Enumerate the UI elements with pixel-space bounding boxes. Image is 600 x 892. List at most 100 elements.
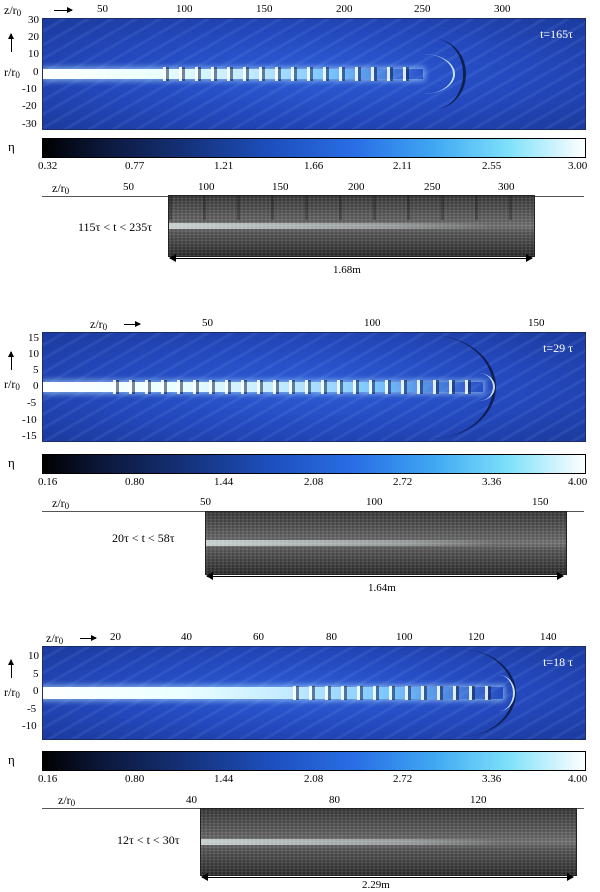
r-tick: 0 — [33, 685, 39, 697]
r-tick: -20 — [22, 100, 37, 112]
r-axis-label: r/r0 — [4, 685, 20, 700]
z-arrow-icon — [80, 635, 97, 641]
colorbar-tick: 0.32 — [38, 160, 58, 172]
r-tick: 30 — [28, 14, 39, 26]
z-tick: 20 — [110, 631, 121, 643]
experiment-photo — [205, 511, 567, 575]
simulation-density-map: t=165τ — [42, 18, 586, 130]
simulation-density-map: t=29 τ — [42, 332, 586, 442]
colorbar-tick: 2.72 — [393, 773, 413, 785]
colorbar-tick: 2.72 — [393, 476, 413, 488]
z-arrow-icon — [54, 7, 73, 13]
colorbar-tick: 1.44 — [214, 476, 234, 488]
z-tick: 100 — [364, 317, 381, 329]
scale-label: 1.68m — [333, 264, 361, 276]
r-tick: 10 — [28, 348, 39, 360]
colorbar — [42, 138, 586, 158]
scale-bar — [169, 254, 533, 262]
z-tick: 120 — [468, 631, 485, 643]
z-tick: 150 — [256, 3, 273, 15]
colorbar-tick: 0.80 — [125, 476, 145, 488]
jet-knots — [153, 67, 413, 81]
z-tick: 100 — [176, 3, 193, 15]
z-tick: 40 — [181, 631, 192, 643]
colorbar-tick: 3.36 — [482, 773, 502, 785]
colorbar-tick: 3.36 — [482, 476, 502, 488]
colorbar — [42, 751, 586, 771]
r-tick: -10 — [22, 414, 37, 426]
z-arrow-icon — [124, 321, 141, 327]
z-tick: 80 — [326, 631, 337, 643]
experiment-photo — [200, 808, 577, 876]
exp-z-tick: 50 — [200, 496, 211, 508]
colorbar-tick: 2.55 — [482, 160, 502, 172]
experiment-photo — [168, 195, 535, 257]
colorbar-tick: 1.66 — [304, 160, 324, 172]
exp-z-tick: 300 — [498, 181, 515, 193]
exp-time-range: 12τ < t < 30τ — [117, 833, 180, 847]
exp-time-range: 20τ < t < 58τ — [112, 531, 175, 545]
r-tick: -10 — [22, 720, 37, 732]
z-axis-label: z/r0 — [4, 3, 22, 18]
z-tick: 60 — [253, 631, 264, 643]
scale-bar — [206, 572, 564, 580]
r-tick: -30 — [22, 118, 37, 130]
simulation-density-map: t=18 τ — [42, 646, 586, 740]
colorbar-tick: 4.00 — [568, 476, 588, 488]
bow-shock-glow — [393, 54, 455, 94]
scale-label: 1.64m — [368, 582, 396, 594]
exp-z-axis-label: z/r0 — [52, 181, 70, 196]
colorbar — [42, 454, 586, 474]
r-tick: 5 — [33, 668, 39, 680]
z-tick: 50 — [202, 317, 213, 329]
exp-z-tick: 100 — [198, 181, 215, 193]
scale-bar — [201, 873, 574, 881]
r-tick: 0 — [33, 380, 39, 392]
colorbar-tick: 3.00 — [568, 160, 588, 172]
z-tick: 200 — [336, 3, 353, 15]
exp-z-tick: 100 — [366, 496, 383, 508]
bow-shock-glow — [483, 675, 515, 711]
r-tick: 20 — [28, 31, 39, 43]
exp-z-tick: 150 — [532, 496, 549, 508]
z-tick: 250 — [414, 3, 431, 15]
r-arrow-icon — [8, 33, 14, 52]
colorbar-tick: 0.16 — [38, 773, 58, 785]
exp-z-tick: 80 — [329, 794, 340, 806]
exp-z-tick: 150 — [272, 181, 289, 193]
time-label: t=29 τ — [543, 341, 573, 355]
z-axis-label: z/r0 — [46, 631, 64, 646]
eta-label: η — [8, 139, 15, 154]
time-label: t=165τ — [540, 27, 573, 41]
z-tick: 50 — [97, 3, 108, 15]
exp-z-tick: 40 — [186, 794, 197, 806]
scale-label: 2.29m — [362, 879, 390, 891]
exp-z-tick: 250 — [424, 181, 441, 193]
exp-z-axis-label: z/r0 — [58, 793, 76, 808]
colorbar-tick: 0.80 — [125, 773, 145, 785]
exp-z-tick: 200 — [348, 181, 365, 193]
r-tick: -5 — [27, 703, 37, 715]
r-arrow-icon — [8, 351, 14, 370]
exp-z-tick: 120 — [470, 794, 487, 806]
eta-label: η — [8, 455, 15, 470]
r-tick: 0 — [33, 66, 39, 78]
z-axis-label: z/r0 — [90, 317, 108, 332]
r-tick: -15 — [22, 430, 37, 442]
r-axis-label: r/r0 — [4, 65, 20, 80]
r-tick: 10 — [28, 48, 39, 60]
r-tick: -10 — [22, 83, 37, 95]
exp-z-axis-label: z/r0 — [52, 496, 70, 511]
colorbar-tick: 2.08 — [304, 476, 324, 488]
exp-z-tick: 50 — [123, 181, 134, 193]
bow-shock-glow — [463, 373, 495, 401]
z-tick: 100 — [396, 631, 413, 643]
z-tick: 150 — [528, 317, 545, 329]
colorbar-tick: 2.11 — [393, 160, 412, 172]
colorbar-tick: 4.00 — [568, 773, 588, 785]
z-tick: 300 — [494, 3, 511, 15]
colorbar-tick: 0.16 — [38, 476, 58, 488]
bow-shock — [403, 39, 466, 109]
r-arrow-icon — [8, 659, 14, 678]
colorbar-tick: 0.77 — [125, 160, 145, 172]
